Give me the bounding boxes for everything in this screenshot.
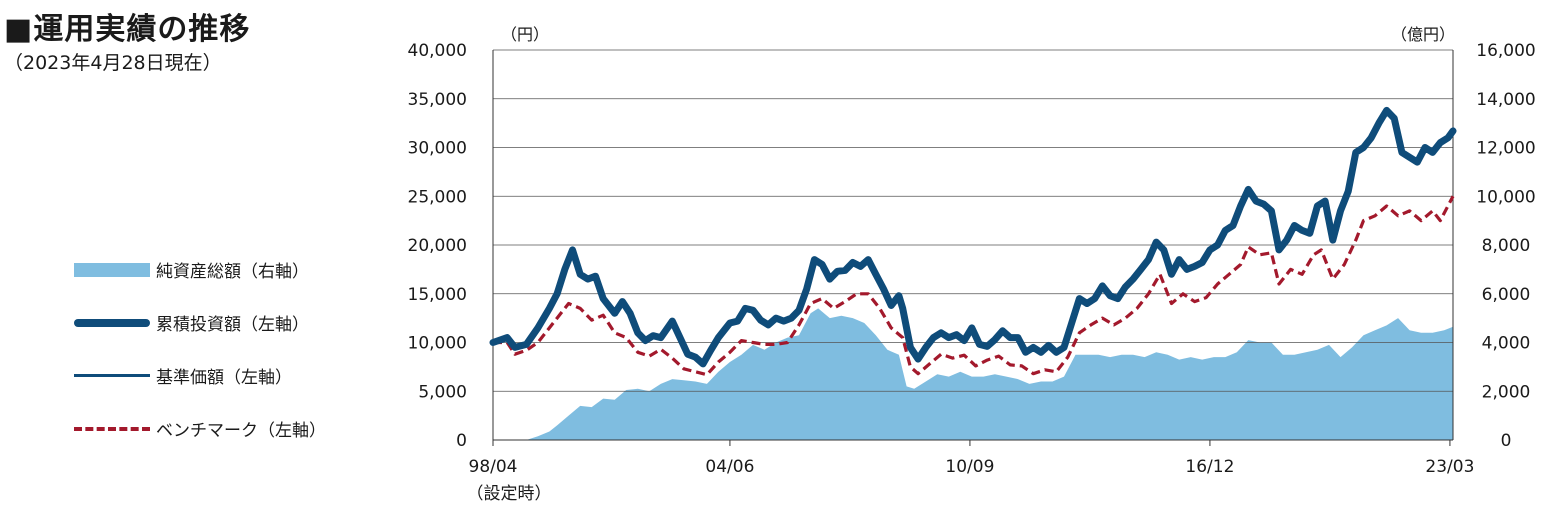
y-right-tick-label: 12,000 xyxy=(1476,139,1535,159)
y-right-tick-label: 2,000 xyxy=(1482,382,1531,402)
y-right-tick-label: 16,000 xyxy=(1476,41,1535,61)
y-left-tick-label: 30,000 xyxy=(408,139,467,159)
benchmark-line xyxy=(493,195,1455,377)
y-left-tick-label: 20,000 xyxy=(408,236,467,256)
legend-label: 基準価額（左軸） xyxy=(156,368,292,388)
y-left-tick-label: 35,000 xyxy=(408,90,467,110)
net-assets-area xyxy=(526,308,1453,440)
y-left-tick-label: 5,000 xyxy=(418,382,467,402)
y-right-tick-label: 10,000 xyxy=(1476,187,1535,207)
legend-item-cumulative-investment: 累積投資額（左軸） xyxy=(74,309,394,336)
y-right-tick-label: 6,000 xyxy=(1482,285,1531,305)
y-right-tick-label: 0 xyxy=(1501,431,1512,451)
legend-swatch-thick-line xyxy=(74,316,150,330)
legend-swatch-thin-line xyxy=(74,369,150,383)
y-right-tick-label: 8,000 xyxy=(1482,236,1531,256)
x-tick-label: 16/12 xyxy=(1185,457,1234,477)
legend-label: ベンチマーク（左軸） xyxy=(156,421,326,441)
chart-legend: 純資産総額（右軸） 累積投資額（左軸） 基準価額（左軸） ベンチマーク（左軸） xyxy=(74,256,394,468)
y-left-tick-label: 25,000 xyxy=(408,187,467,207)
y-left-tick-label: 15,000 xyxy=(408,285,467,305)
y-right-tick-label: 14,000 xyxy=(1476,90,1535,110)
y-right-tick-label: 4,000 xyxy=(1482,334,1531,354)
legend-label: 累積投資額（左軸） xyxy=(156,315,309,335)
y-left-unit-label: （円） xyxy=(501,25,549,44)
nav-line xyxy=(492,109,1454,365)
x-tick-label: 23/03 xyxy=(1425,457,1474,477)
legend-swatch-area xyxy=(74,262,150,277)
legend-label: 純資産総額（右軸） xyxy=(156,262,309,282)
as-of-date: （2023年4月28日現在） xyxy=(4,52,222,74)
y-left-tick-label: 10,000 xyxy=(408,334,467,354)
cumulative-investment-line xyxy=(489,106,1457,368)
legend-item-benchmark: ベンチマーク（左軸） xyxy=(74,415,394,442)
x-tick-label: 04/06 xyxy=(705,457,754,477)
y-left-tick-label: 40,000 xyxy=(408,41,467,61)
x-tick-label: 98/04 xyxy=(469,457,518,477)
x-tick-label: 10/09 xyxy=(945,457,994,477)
x-tick-sublabel: （設定時） xyxy=(467,484,552,504)
page-title: ■運用実績の推移 xyxy=(4,12,251,47)
y-left-tick-label: 0 xyxy=(456,431,467,451)
legend-item-net-assets: 純資産総額（右軸） xyxy=(74,256,394,283)
y-right-unit-label: （億円） xyxy=(1391,25,1455,44)
legend-item-nav: 基準価額（左軸） xyxy=(74,362,394,389)
legend-swatch-dashed-line xyxy=(74,422,150,436)
